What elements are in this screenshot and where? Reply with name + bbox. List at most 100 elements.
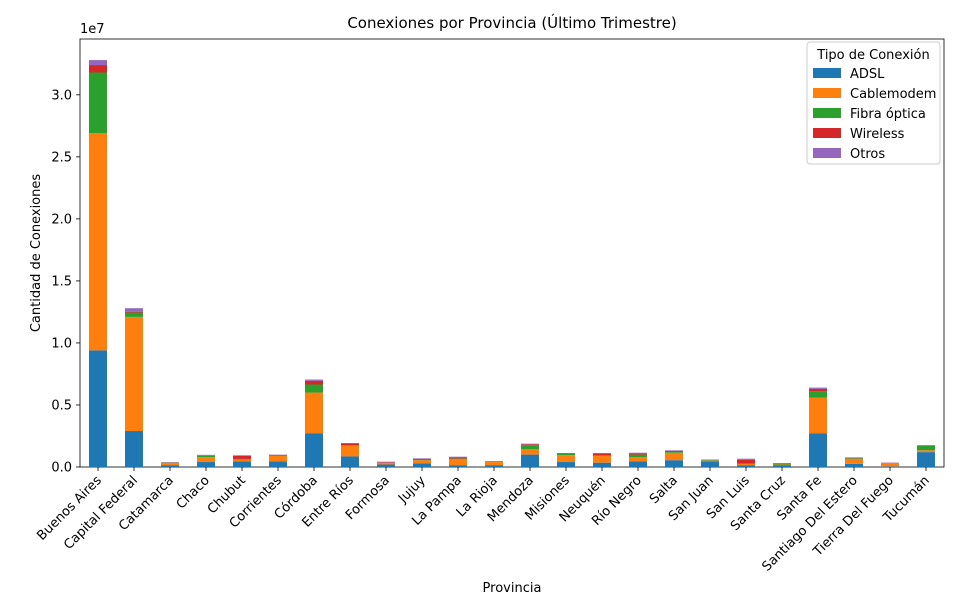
legend: Tipo de Conexión ADSL Cablemodem Fibra ópti… <box>807 42 940 164</box>
bar-segment <box>557 462 575 467</box>
bar-segment <box>665 451 683 452</box>
bar-segment <box>701 460 719 461</box>
legend-label: Fibra óptica <box>850 107 926 122</box>
y-tick-label: 0.5 <box>51 398 72 413</box>
x-tick-label: Salta <box>647 473 681 507</box>
bar-segment <box>413 463 431 467</box>
bar-segment <box>305 380 323 381</box>
bar-segment <box>665 451 683 452</box>
bar-segment <box>449 457 467 458</box>
legend-swatch <box>813 128 841 138</box>
legend-label: Cablemodem <box>850 87 936 102</box>
bar-segment <box>737 465 755 467</box>
bar-segment <box>233 461 251 467</box>
bar-segment <box>593 463 611 467</box>
bar-segment <box>161 463 179 464</box>
y-offset-text: 1e7 <box>80 22 105 37</box>
bar-segment <box>125 317 143 431</box>
bar-segment <box>557 455 575 462</box>
bar-segment <box>89 72 107 133</box>
x-axis-title: Provincia <box>483 581 542 596</box>
y-axis: 0.00.51.01.52.02.53.0 <box>51 88 80 475</box>
bar-segment <box>125 312 143 313</box>
bar-segment <box>377 462 395 463</box>
bar-segment <box>305 434 323 467</box>
bar-segment <box>125 431 143 467</box>
bar-segment <box>521 455 539 467</box>
bar-segment <box>233 455 251 456</box>
bar-segment <box>881 466 899 467</box>
bar-segment <box>377 465 395 467</box>
bar-segment <box>269 456 287 462</box>
bar-segment <box>701 461 719 462</box>
legend-label: ADSL <box>850 67 885 82</box>
bar-segment <box>809 389 827 391</box>
bar-segment <box>593 456 611 463</box>
y-tick-label: 1.0 <box>51 336 72 351</box>
bar-segment <box>413 460 431 463</box>
chart-title: Conexiones por Provincia (Último Trimest… <box>347 13 676 32</box>
bar-segment <box>809 388 827 389</box>
bar-segment <box>809 391 827 397</box>
x-tick-label: Jujuy <box>395 473 429 507</box>
bar-segment <box>917 450 935 452</box>
bar-segment <box>629 457 647 461</box>
bar-segment <box>413 458 431 459</box>
bar-segment <box>233 459 251 460</box>
bar-segment <box>809 398 827 434</box>
bar-segment <box>125 313 143 317</box>
bar-segment <box>233 456 251 459</box>
y-tick-label: 2.5 <box>51 150 72 165</box>
bar-segment <box>305 381 323 385</box>
bar-segment <box>197 456 215 457</box>
bar-segment <box>197 455 215 456</box>
bar-segment <box>629 461 647 467</box>
bar-segment <box>341 446 359 457</box>
y-tick-label: 2.0 <box>51 212 72 227</box>
y-tick-label: 3.0 <box>51 88 72 103</box>
bar-segment <box>305 393 323 434</box>
bar-segment <box>269 455 287 456</box>
bar-segment <box>773 465 791 467</box>
bar-segment <box>629 453 647 454</box>
bar-segment <box>917 446 935 450</box>
bar-segment <box>521 449 539 455</box>
bar-segment <box>197 457 215 462</box>
bar-segment <box>449 459 467 465</box>
bar-segment <box>881 463 899 466</box>
bar-segment <box>845 458 863 459</box>
bar-segment <box>449 457 467 458</box>
bar-segment <box>557 454 575 455</box>
bar-segment <box>269 461 287 467</box>
legend-title: Tipo de Conexión <box>816 48 929 63</box>
bar-segment <box>449 465 467 467</box>
bar-segment <box>89 60 107 65</box>
bar-segment <box>413 460 431 461</box>
bar-segment <box>485 462 503 465</box>
bar-segment <box>629 453 647 454</box>
bar-segment <box>845 458 863 459</box>
bar-segment <box>377 463 395 464</box>
bar-segment <box>773 464 791 465</box>
bar-segment <box>701 461 719 467</box>
bar-segment <box>737 464 755 465</box>
legend-label: Wireless <box>850 127 905 142</box>
bar-segment <box>413 459 431 460</box>
bar-segment <box>485 465 503 467</box>
bar-segment <box>773 465 791 466</box>
bar-segment <box>341 445 359 446</box>
bar-segment <box>89 65 107 72</box>
bar-segment <box>665 460 683 467</box>
bar-segment <box>161 463 179 465</box>
bar-segment <box>737 460 755 464</box>
bar-segment <box>521 445 539 449</box>
bar-segment <box>125 308 143 312</box>
y-tick-label: 1.5 <box>51 274 72 289</box>
bar-segment <box>629 455 647 457</box>
legend-swatch <box>813 68 841 78</box>
bar-segment <box>809 434 827 467</box>
legend-swatch <box>813 108 841 118</box>
bar-segment <box>89 350 107 467</box>
bar-segment <box>197 462 215 467</box>
